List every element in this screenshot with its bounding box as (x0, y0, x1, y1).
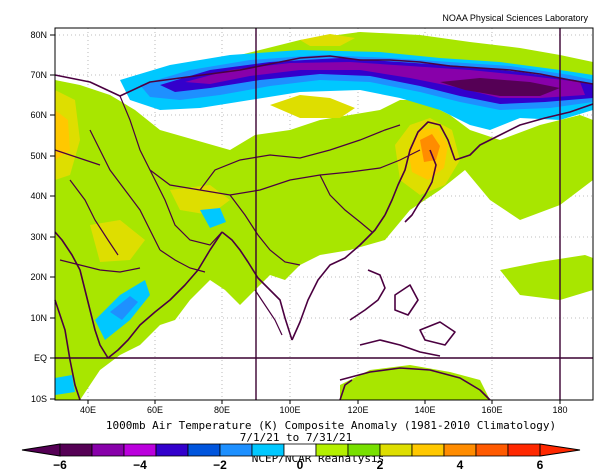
colorbar-segment (411, 443, 445, 457)
lon-label: 140E (414, 405, 435, 415)
anomaly-minus5-arctic (440, 78, 560, 96)
anomaly-plus2-siberia (270, 95, 355, 118)
lat-label: EQ (34, 353, 47, 363)
colorbar-tick-label: −4 (133, 458, 147, 472)
colorbar-segment (443, 443, 477, 457)
lat-label: 10S (31, 394, 47, 404)
colorbar-segment (59, 443, 93, 457)
anomaly-minus2-india (110, 296, 138, 320)
anomaly-positive-pacific (500, 255, 593, 300)
colorbar-segment (123, 443, 157, 457)
lon-labels: 40E 60E 80E 100E 120E 140E 160E 180 (80, 405, 568, 415)
lon-label: 180 (552, 405, 567, 415)
colorbar-arrow-high (539, 443, 581, 457)
lon-label: 40E (80, 405, 96, 415)
lon-label: 100E (279, 405, 300, 415)
axis-ticks (50, 34, 561, 404)
anomaly-minus1-africa (55, 375, 75, 395)
lon-label: 80E (214, 405, 230, 415)
colorbar-segment (219, 443, 253, 457)
colorbar-tick-label: 2 (377, 458, 384, 472)
lat-label: 80N (30, 30, 47, 40)
colorbar-segment (315, 443, 349, 457)
colorbar-segment (507, 443, 541, 457)
colorbar-arrow-low (21, 443, 61, 457)
colorbar-segment (379, 443, 413, 457)
lat-label: 40N (30, 191, 47, 201)
anomaly-plus2-india (90, 220, 145, 262)
anomaly-plus4-japan (420, 134, 440, 162)
lat-labels: 80N 70N 60N 50N 40N 30N 20N 10N EQ 10S (30, 30, 47, 404)
lat-label: 50N (30, 151, 47, 161)
country-borders (54, 95, 421, 336)
anomaly-minus1-tibet (200, 208, 226, 228)
colorbar-segment (475, 443, 509, 457)
colorbar-segment (155, 443, 189, 457)
lat-label: 10N (30, 313, 47, 323)
region-box (55, 28, 593, 400)
lon-label: 120E (347, 405, 368, 415)
lat-label: 60N (30, 110, 47, 120)
colorbar-tick-label: 4 (457, 458, 464, 472)
map-frame (54, 27, 594, 401)
date-range: 7/1/21 to 7/31/21 (240, 431, 353, 444)
colorbar-tick-label: 6 (537, 458, 544, 472)
colorbar-tick-label: 0 (297, 458, 304, 472)
lat-label: 20N (30, 272, 47, 282)
anomaly-shading (55, 32, 593, 400)
colorbar: −6 −4 −2 0 2 4 6 (21, 443, 581, 472)
figure-title: 1000mb Air Temperature (K) Composite Ano… (106, 419, 556, 432)
colorbar-segment (347, 443, 381, 457)
lat-label: 70N (30, 70, 47, 80)
lat-label: 30N (30, 232, 47, 242)
source-label: NOAA Physical Sciences Laboratory (442, 13, 588, 23)
lon-label: 160E (481, 405, 502, 415)
coastlines (54, 55, 594, 401)
colorbar-tick-label: −2 (213, 458, 227, 472)
lon-label: 60E (147, 405, 163, 415)
anomaly-plus2-arctic (300, 34, 355, 46)
anomaly-positive-australia (340, 365, 490, 400)
colorbar-tick-label: −6 (53, 458, 67, 472)
anomaly-plus3-europe (55, 110, 70, 160)
colorbar-segment (283, 443, 317, 457)
colorbar-segment (251, 443, 285, 457)
colorbar-segment (91, 443, 125, 457)
colorbar-segment (187, 443, 221, 457)
